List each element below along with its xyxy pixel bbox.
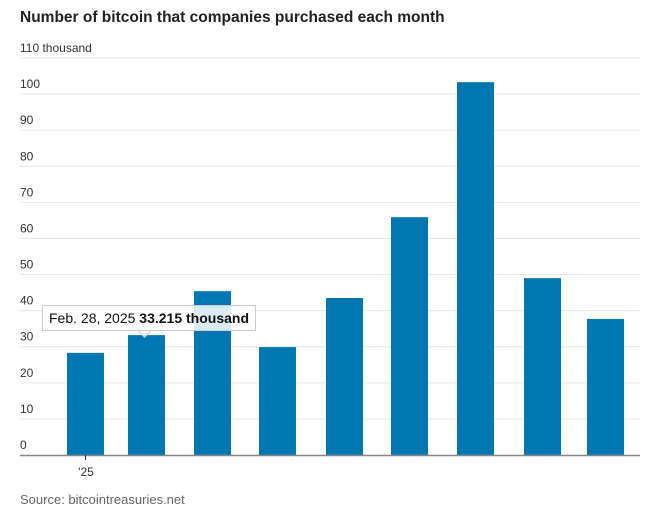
bar	[67, 352, 104, 455]
bar	[128, 335, 165, 455]
chart-title: Number of bitcoin that companies purchas…	[20, 9, 445, 26]
source-note: Source: bitcointreasuries.net	[20, 492, 185, 507]
y-tick-label: 10	[20, 402, 34, 416]
y-tick-label: 100	[20, 77, 40, 91]
y-tick-label: 30	[20, 330, 34, 344]
y-tick-label: 70	[20, 185, 34, 199]
y-tick-label: 80	[20, 149, 34, 163]
tooltip: Feb. 28, 2025 33.215 thousand	[42, 305, 256, 331]
bar	[457, 82, 494, 455]
bar	[259, 347, 296, 455]
x-tick-label: '25	[78, 465, 94, 479]
tooltip-date: Feb. 28, 2025	[49, 310, 136, 326]
y-tick-label: 50	[20, 258, 34, 272]
bar	[587, 318, 624, 455]
tooltip-value: 33.215 thousand	[139, 310, 249, 326]
bar	[524, 278, 561, 455]
y-tick-label: 0	[20, 438, 27, 452]
y-tick-label: 40	[20, 294, 34, 308]
bar	[391, 217, 428, 455]
y-tick-label: 110 thousand	[20, 41, 92, 55]
y-tick-label: 60	[20, 221, 34, 235]
y-tick-label: 20	[20, 366, 34, 380]
bar	[326, 298, 363, 455]
y-tick-label: 90	[20, 113, 34, 127]
